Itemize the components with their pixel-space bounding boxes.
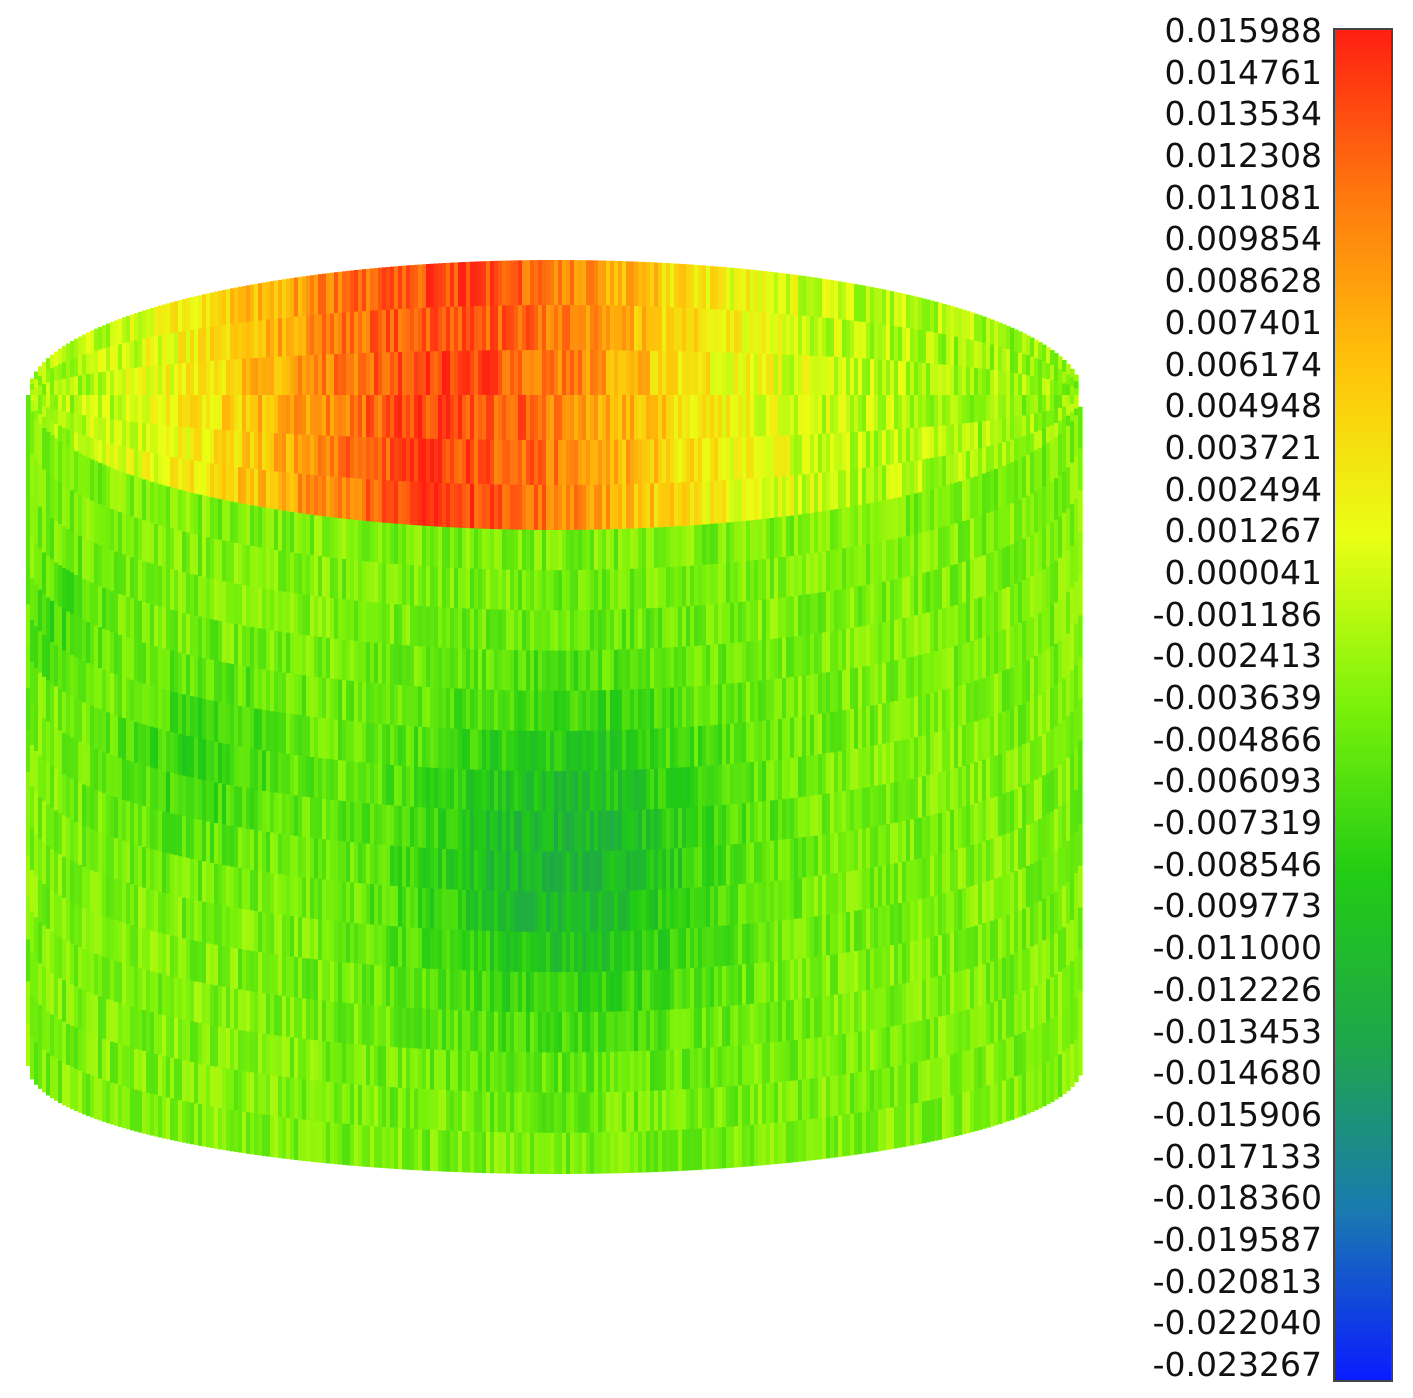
colorbar-tick-label: 0.011081 bbox=[1164, 177, 1322, 217]
colorbar-tick-label: 0.015988 bbox=[1164, 11, 1322, 50]
colorbar-tick-label: -0.006093 bbox=[1152, 761, 1322, 801]
colorbar-tick-label: -0.023267 bbox=[1152, 1345, 1322, 1384]
colorbar-tick-label: 0.001267 bbox=[1164, 511, 1322, 551]
colorbar-tick-label: -0.009773 bbox=[1152, 886, 1322, 926]
colorbar-tick-label: -0.004866 bbox=[1152, 719, 1322, 759]
colorbar-tick-label: -0.003639 bbox=[1152, 678, 1322, 717]
colorbar-tick-label: -0.022040 bbox=[1152, 1303, 1322, 1343]
colorbar-tick-label: 0.004948 bbox=[1164, 386, 1322, 426]
colorbar-tick-label: -0.007319 bbox=[1152, 803, 1322, 843]
colorbar-tick-label: -0.001186 bbox=[1152, 594, 1322, 634]
colorbar-tick-label: -0.002413 bbox=[1152, 636, 1322, 676]
colorbar-tick-label: 0.000041 bbox=[1164, 552, 1322, 592]
colorbar-tick-label: 0.012308 bbox=[1164, 136, 1322, 176]
colorbar-tick-label: -0.013453 bbox=[1152, 1011, 1322, 1051]
colorbar-tick-label: 0.007401 bbox=[1164, 302, 1322, 342]
colorbar-tick-label: 0.003721 bbox=[1164, 427, 1322, 467]
colorbar-tick-label: -0.018360 bbox=[1152, 1178, 1322, 1218]
colorbar-tick-label: -0.012226 bbox=[1152, 969, 1322, 1009]
colorbar-tick-label: 0.008628 bbox=[1164, 261, 1322, 301]
colorbar-tick-label: 0.013534 bbox=[1164, 94, 1322, 134]
colorbar-tick-label: 0.002494 bbox=[1164, 469, 1322, 509]
colorbar-tick-label: -0.019587 bbox=[1152, 1219, 1322, 1259]
colorbar-tick-label: -0.014680 bbox=[1152, 1053, 1322, 1093]
colorbar-tick-label: 0.006174 bbox=[1164, 344, 1322, 384]
colorbar-tick-label: 0.014761 bbox=[1164, 52, 1322, 92]
colorbar-tick-label: -0.011000 bbox=[1152, 928, 1322, 968]
colorbar-tick-label: -0.008546 bbox=[1152, 844, 1322, 884]
colorbar-tick-label: -0.017133 bbox=[1152, 1136, 1322, 1176]
colorbar bbox=[1333, 28, 1393, 1382]
colorbar-tick-label: -0.020813 bbox=[1152, 1261, 1322, 1301]
colorbar-tick-label: -0.015906 bbox=[1152, 1094, 1322, 1134]
colorbar-tick-label: 0.009854 bbox=[1164, 219, 1322, 259]
